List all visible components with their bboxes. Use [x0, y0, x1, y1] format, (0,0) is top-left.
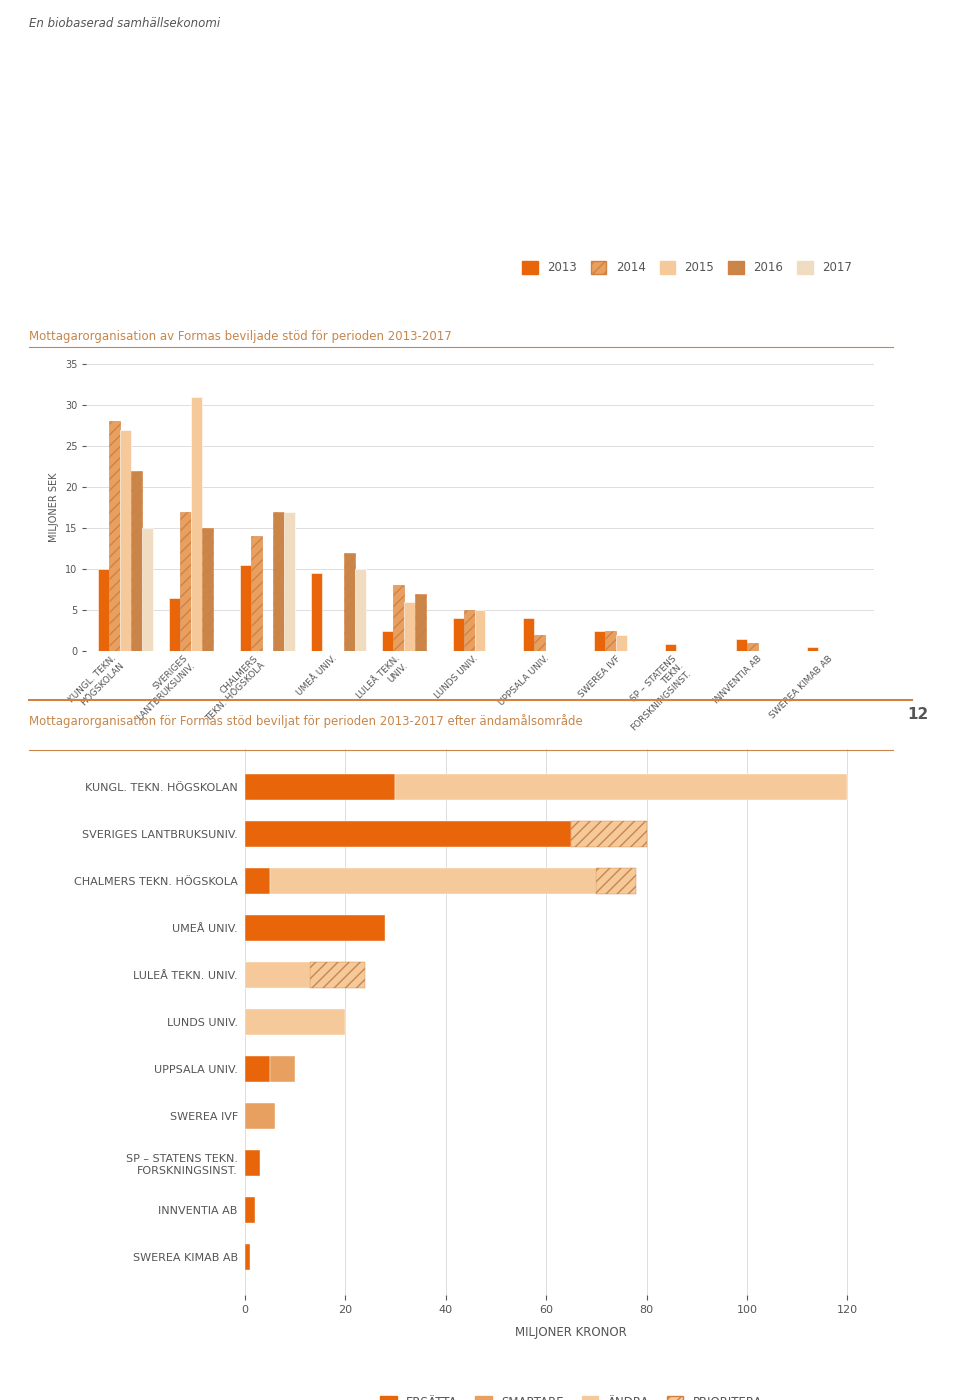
- Bar: [131, 470, 142, 651]
- Legend: 2013, 2014, 2015, 2016, 2017: 2013, 2014, 2015, 2016, 2017: [522, 260, 852, 274]
- Bar: [245, 1245, 250, 1270]
- Bar: [284, 511, 295, 651]
- Bar: [474, 610, 486, 651]
- Bar: [606, 630, 616, 651]
- Bar: [596, 868, 636, 893]
- Bar: [464, 610, 474, 651]
- Bar: [452, 619, 464, 651]
- Bar: [108, 421, 120, 651]
- Bar: [747, 643, 758, 651]
- Bar: [191, 396, 202, 651]
- Bar: [523, 619, 535, 651]
- Bar: [415, 594, 425, 651]
- Text: En biobaserad samhällsekonomi: En biobaserad samhällsekonomi: [29, 17, 220, 29]
- Bar: [381, 630, 393, 651]
- Bar: [251, 536, 262, 651]
- Bar: [396, 774, 848, 799]
- Bar: [344, 553, 354, 651]
- Bar: [245, 1009, 346, 1035]
- Bar: [594, 630, 606, 651]
- Bar: [245, 1103, 275, 1128]
- Bar: [169, 598, 180, 651]
- Bar: [535, 634, 545, 651]
- Bar: [245, 774, 396, 799]
- Bar: [736, 638, 747, 651]
- Legend: ERSÄTTA, SMARTARE, ÄNDRA, PRIORITERA: ERSÄTTA, SMARTARE, ÄNDRA, PRIORITERA: [380, 1396, 762, 1400]
- Bar: [240, 564, 251, 651]
- Text: 12: 12: [907, 707, 928, 722]
- Bar: [311, 573, 322, 651]
- Bar: [245, 820, 571, 847]
- Bar: [273, 511, 284, 651]
- Bar: [202, 528, 213, 651]
- Bar: [393, 585, 403, 651]
- Bar: [98, 568, 108, 651]
- Bar: [245, 1151, 260, 1176]
- Bar: [354, 568, 366, 651]
- Bar: [245, 868, 270, 893]
- Bar: [616, 634, 627, 651]
- Bar: [270, 868, 596, 893]
- Bar: [120, 430, 131, 651]
- Bar: [665, 644, 676, 651]
- Bar: [310, 962, 366, 988]
- X-axis label: MILJONER KRONOR: MILJONER KRONOR: [516, 1326, 627, 1338]
- Bar: [245, 962, 310, 988]
- Bar: [571, 820, 646, 847]
- Bar: [245, 916, 385, 941]
- Y-axis label: MILJONER SEK: MILJONER SEK: [49, 473, 60, 542]
- Bar: [270, 1056, 295, 1082]
- Bar: [142, 528, 153, 651]
- Bar: [807, 647, 818, 651]
- Bar: [245, 1056, 270, 1082]
- Text: Mottagarorganisation av Formas beviljade stöd för perioden 2013-2017: Mottagarorganisation av Formas beviljade…: [29, 330, 451, 343]
- Bar: [403, 602, 415, 651]
- Bar: [180, 511, 191, 651]
- Bar: [245, 1197, 254, 1224]
- Text: Mottagarorganisation för Formas stöd beviljat för perioden 2013-2017 efter ändam: Mottagarorganisation för Formas stöd bev…: [29, 714, 583, 728]
